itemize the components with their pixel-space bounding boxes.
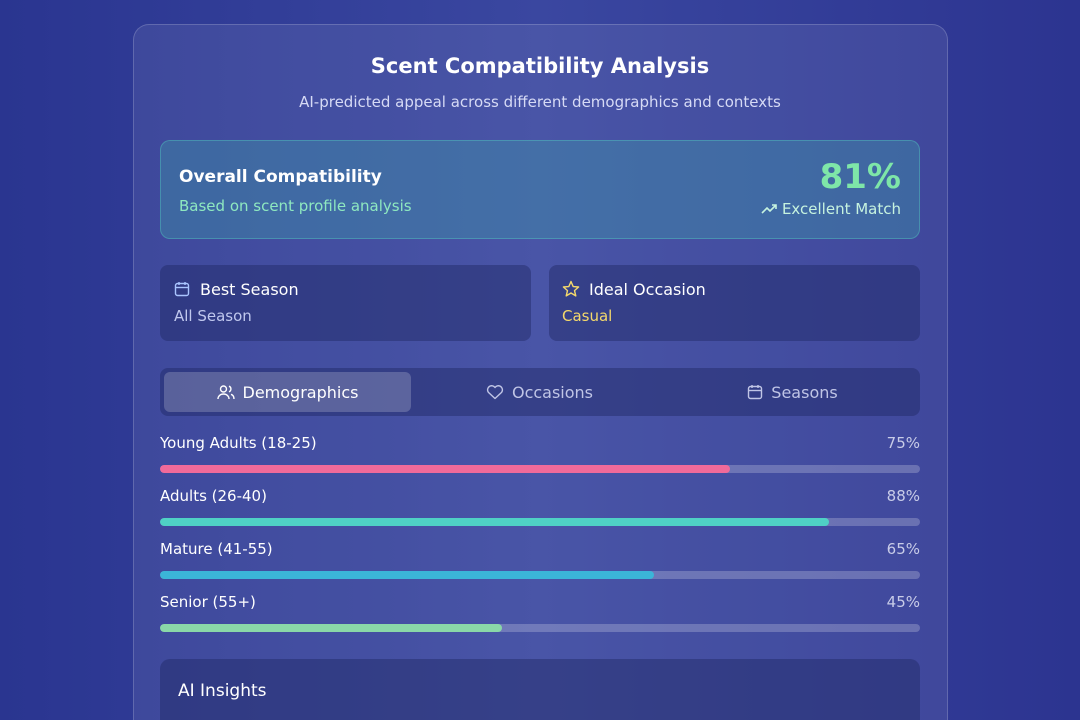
tab-label: Demographics: [242, 382, 359, 402]
overall-title: Overall Compatibility: [179, 167, 382, 187]
row-label: Adults (26-40): [160, 487, 267, 505]
overall-box: Overall Compatibility Based on scent pro…: [160, 140, 920, 239]
bar-track: [160, 518, 920, 526]
card-title: Best Season: [200, 280, 299, 299]
overall-rating-row: Excellent Match: [761, 200, 901, 218]
row-label: Senior (55+): [160, 593, 256, 611]
trend-icon: [761, 204, 777, 214]
star-icon: [562, 280, 580, 297]
row-value: 88%: [886, 487, 920, 505]
insights-box: AI Insights: [160, 659, 920, 720]
insights-title: AI Insights: [178, 681, 267, 701]
row-value: 45%: [886, 593, 920, 611]
bar: [160, 624, 502, 632]
panel: [133, 24, 948, 720]
tab-label: Seasons: [771, 382, 838, 402]
season-card: Best Season All Season: [160, 265, 531, 341]
overall-subtitle: Based on scent profile analysis: [179, 197, 412, 215]
tab[interactable]: Occasions: [416, 372, 663, 412]
calendar-icon: [748, 385, 763, 400]
bar-track: [160, 571, 920, 579]
tab[interactable]: Seasons: [669, 372, 916, 412]
calendar-icon: [174, 282, 190, 297]
heart-icon: [486, 385, 504, 400]
subtitle: AI-predicted appeal across different dem…: [299, 93, 781, 111]
occasion-card: Ideal Occasion Casual: [549, 265, 920, 341]
tab-bar: Demographics Occasions Seasons: [160, 368, 920, 416]
bar-track: [160, 465, 920, 473]
title: Scent Compatibility Analysis: [370, 54, 710, 78]
row-value: 65%: [886, 540, 920, 558]
card-title: Ideal Occasion: [589, 280, 706, 299]
row-value: 75%: [886, 434, 920, 452]
users-icon: [216, 385, 235, 400]
bar-track: [160, 624, 920, 632]
bar: [160, 465, 730, 473]
bar: [160, 571, 654, 579]
tab-label: Occasions: [511, 382, 594, 402]
tab[interactable]: Demographics: [164, 372, 411, 412]
bar: [160, 518, 829, 526]
card-value: All Season: [174, 307, 252, 325]
row-label: Mature (41-55): [160, 540, 273, 558]
overall-score: 81%: [819, 157, 901, 197]
overall-rating: Excellent Match: [781, 200, 901, 218]
card-value: Casual: [562, 307, 613, 325]
row-label: Young Adults (18-25): [160, 434, 317, 452]
